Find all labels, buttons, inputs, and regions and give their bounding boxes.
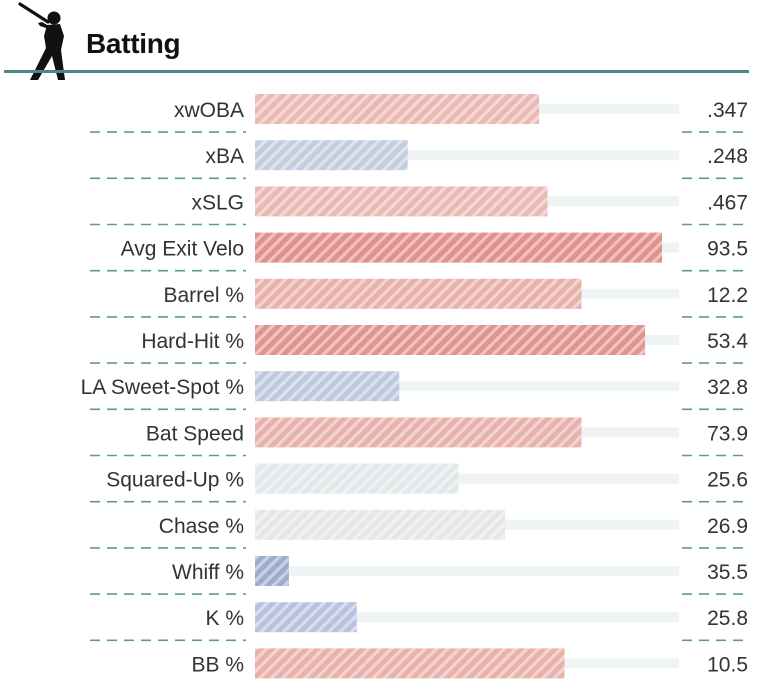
metric-row: LA Sweet-Spot % 32.8 <box>81 371 750 411</box>
metric-value: 32.8 <box>707 376 748 399</box>
metric-label: xSLG <box>191 191 244 214</box>
section-title: Batting <box>86 28 181 59</box>
bar-hatch <box>255 325 646 355</box>
metric-row: Avg Exit Velo 93.5 <box>90 232 750 272</box>
section-header: Batting <box>0 0 772 80</box>
metric-row: Barrel % 12.2 <box>90 278 750 318</box>
metric-value: 12.2 <box>707 284 748 307</box>
metric-value: 25.8 <box>707 607 748 630</box>
metric-row: BB % 10.5 <box>191 648 748 679</box>
bar-hatch <box>255 140 408 171</box>
metric-row: Bat Speed 73.9 <box>90 417 750 457</box>
metric-label: Bat Speed <box>146 422 244 445</box>
metric-row: Whiff % 35.5 <box>90 556 750 595</box>
metric-value: 10.5 <box>707 653 748 676</box>
metric-label: LA Sweet-Spot % <box>81 376 244 399</box>
bar-hatch <box>255 232 663 263</box>
metric-label: xwOBA <box>174 99 244 122</box>
metric-value: 53.4 <box>707 330 748 353</box>
metric-label: Squared-Up % <box>106 469 244 492</box>
bar-track <box>255 612 679 623</box>
bar-track <box>255 566 679 576</box>
bar-hatch <box>255 463 459 494</box>
metric-value: .248 <box>707 145 748 168</box>
bar-track <box>255 381 679 392</box>
metric-label: BB % <box>191 653 244 676</box>
metric-value: .347 <box>707 99 748 122</box>
metric-row: xwOBA .347 <box>90 94 750 133</box>
metric-row: xBA .248 <box>90 140 750 180</box>
bar-hatch <box>255 602 357 633</box>
metric-value: 73.9 <box>707 422 748 445</box>
metric-value: .467 <box>707 191 748 214</box>
baseball-batter-icon <box>18 2 65 80</box>
bar-track <box>255 150 679 161</box>
metric-value: 25.6 <box>707 469 748 492</box>
metric-label: Chase % <box>159 515 244 538</box>
metric-label: K % <box>205 607 244 630</box>
bar-hatch <box>255 186 548 217</box>
metric-row: xSLG .467 <box>90 186 750 226</box>
metric-row: Hard-Hit % 53.4 <box>90 325 750 364</box>
metric-label: xBA <box>205 145 244 168</box>
metric-value: 35.5 <box>707 561 748 584</box>
bar-hatch <box>255 94 540 124</box>
metric-value: 26.9 <box>707 515 748 538</box>
metric-label: Whiff % <box>172 561 244 584</box>
metric-label: Barrel % <box>163 284 244 307</box>
percentile-bar-chart: xwOBA .347 xBA .248 xSLG .467 Avg Exit Velo 93.… <box>81 94 750 679</box>
bar-hatch <box>255 648 565 679</box>
bar-hatch <box>255 371 400 402</box>
metric-label: Hard-Hit % <box>141 330 244 353</box>
metric-row: K % 25.8 <box>90 602 750 642</box>
header-rule <box>4 70 749 73</box>
bar-hatch <box>255 556 289 586</box>
bar-track <box>255 473 679 484</box>
metric-row: Squared-Up % 25.6 <box>90 463 750 503</box>
bar-hatch <box>255 417 582 448</box>
metric-row: Chase % 26.9 <box>90 509 750 549</box>
metric-label: Avg Exit Velo <box>121 238 244 261</box>
bar-hatch <box>255 509 506 540</box>
metric-value: 93.5 <box>707 238 748 261</box>
bar-hatch <box>255 278 582 309</box>
